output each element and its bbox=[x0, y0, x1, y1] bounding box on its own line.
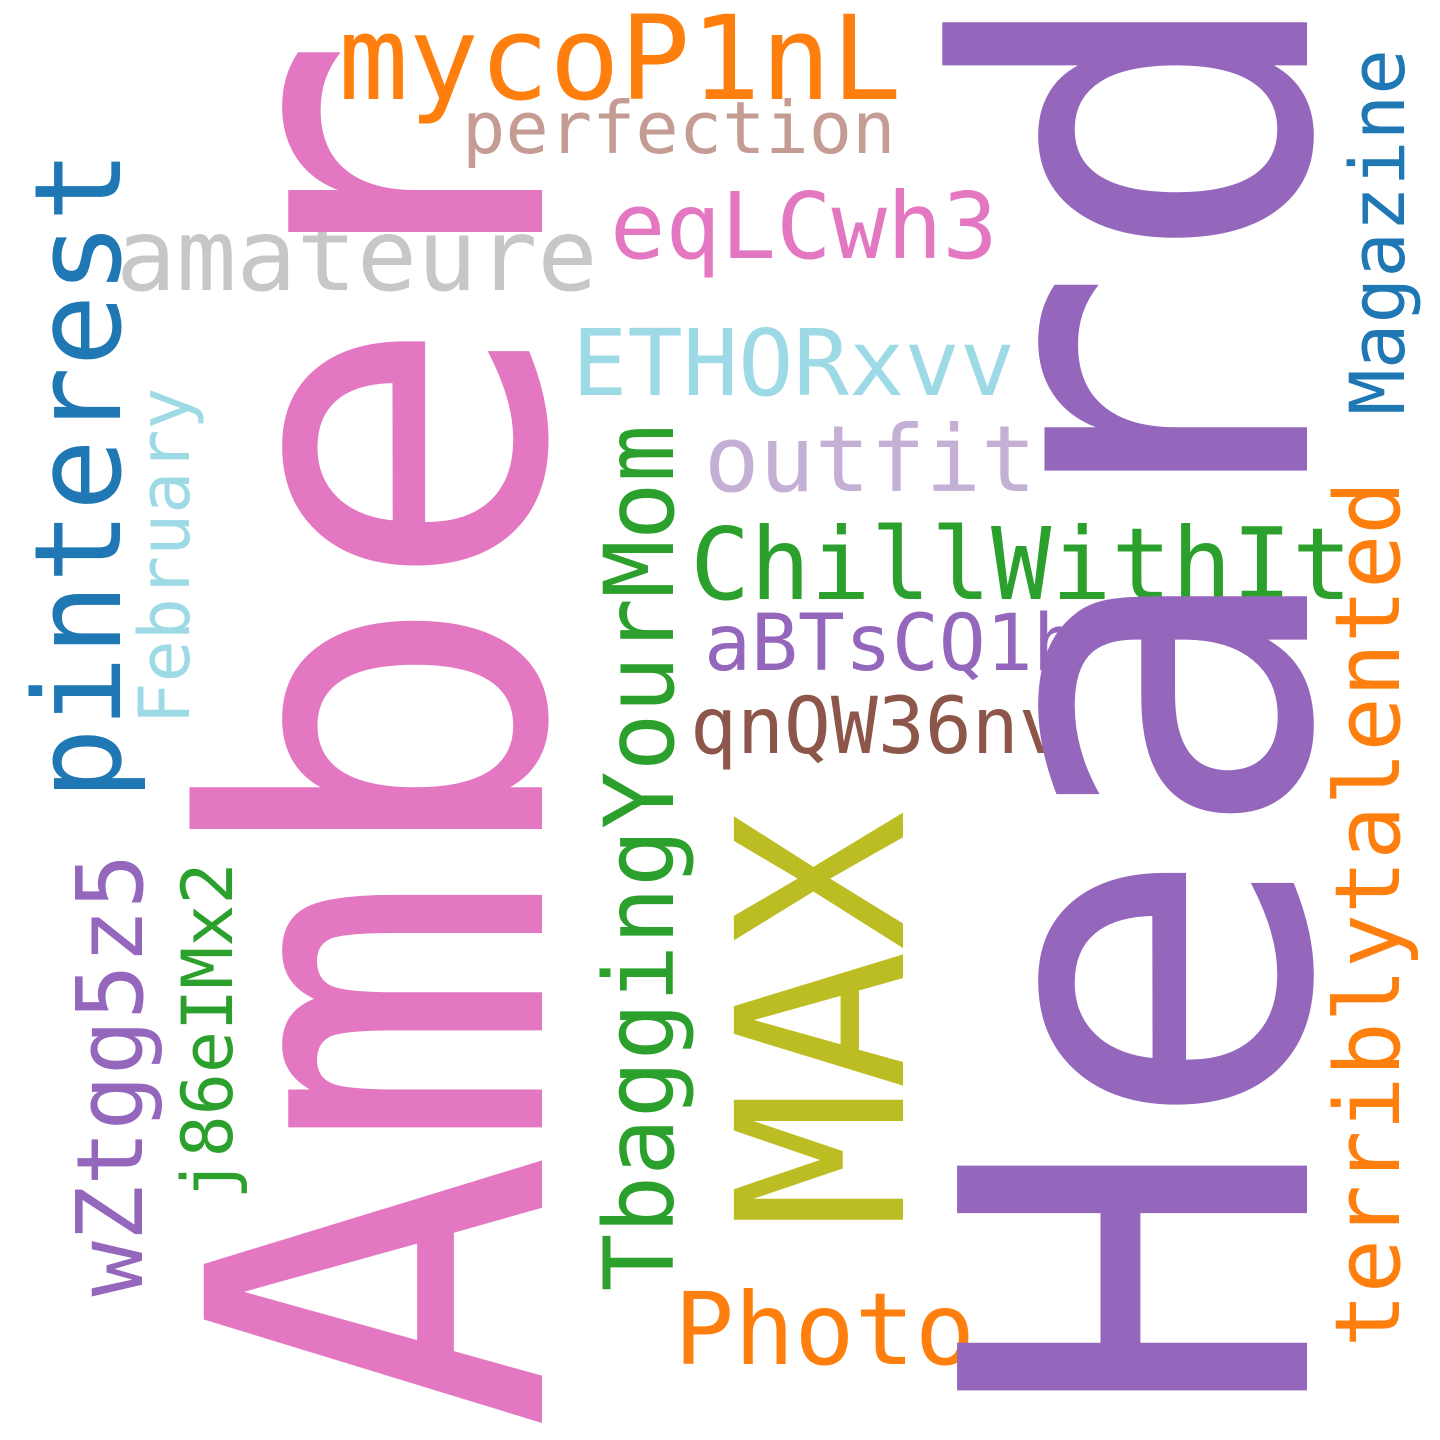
word-outfit: outfit bbox=[704, 406, 1037, 513]
word-max: MAX bbox=[688, 810, 958, 1230]
word-terriblytalented: terriblytalented bbox=[1316, 480, 1421, 1348]
word-abtscq1h: aBTsCQ1h bbox=[704, 599, 1080, 689]
word-qnqw36nv: qnQW36nv bbox=[690, 682, 1066, 772]
word-heard: Heard bbox=[862, 0, 1421, 1423]
word-chillwithit: ChillWithIt bbox=[690, 506, 1353, 623]
word-mycopinl: mycoP1nL bbox=[338, 0, 902, 127]
word-perfection: perfection bbox=[462, 86, 896, 170]
word-ethorxvv: ETHORxvv bbox=[572, 310, 1016, 417]
word-photo: Photo bbox=[674, 1271, 976, 1388]
word-tbaggingyourmom: TbaggingYourMom bbox=[584, 424, 696, 1292]
word-pinterest: pinterest bbox=[10, 149, 149, 801]
word-february: February bbox=[124, 387, 206, 725]
word-amber: Amber bbox=[112, 34, 652, 1432]
word-magazine: Magazine bbox=[1333, 48, 1422, 416]
word-j86eimx2: j86eIMx2 bbox=[167, 862, 249, 1200]
word-eqlcwh3: eqLCwh3 bbox=[610, 173, 998, 280]
word-wztgg5z5: wZtgg5z5 bbox=[57, 853, 164, 1297]
word-amateure: amateure bbox=[116, 197, 598, 314]
